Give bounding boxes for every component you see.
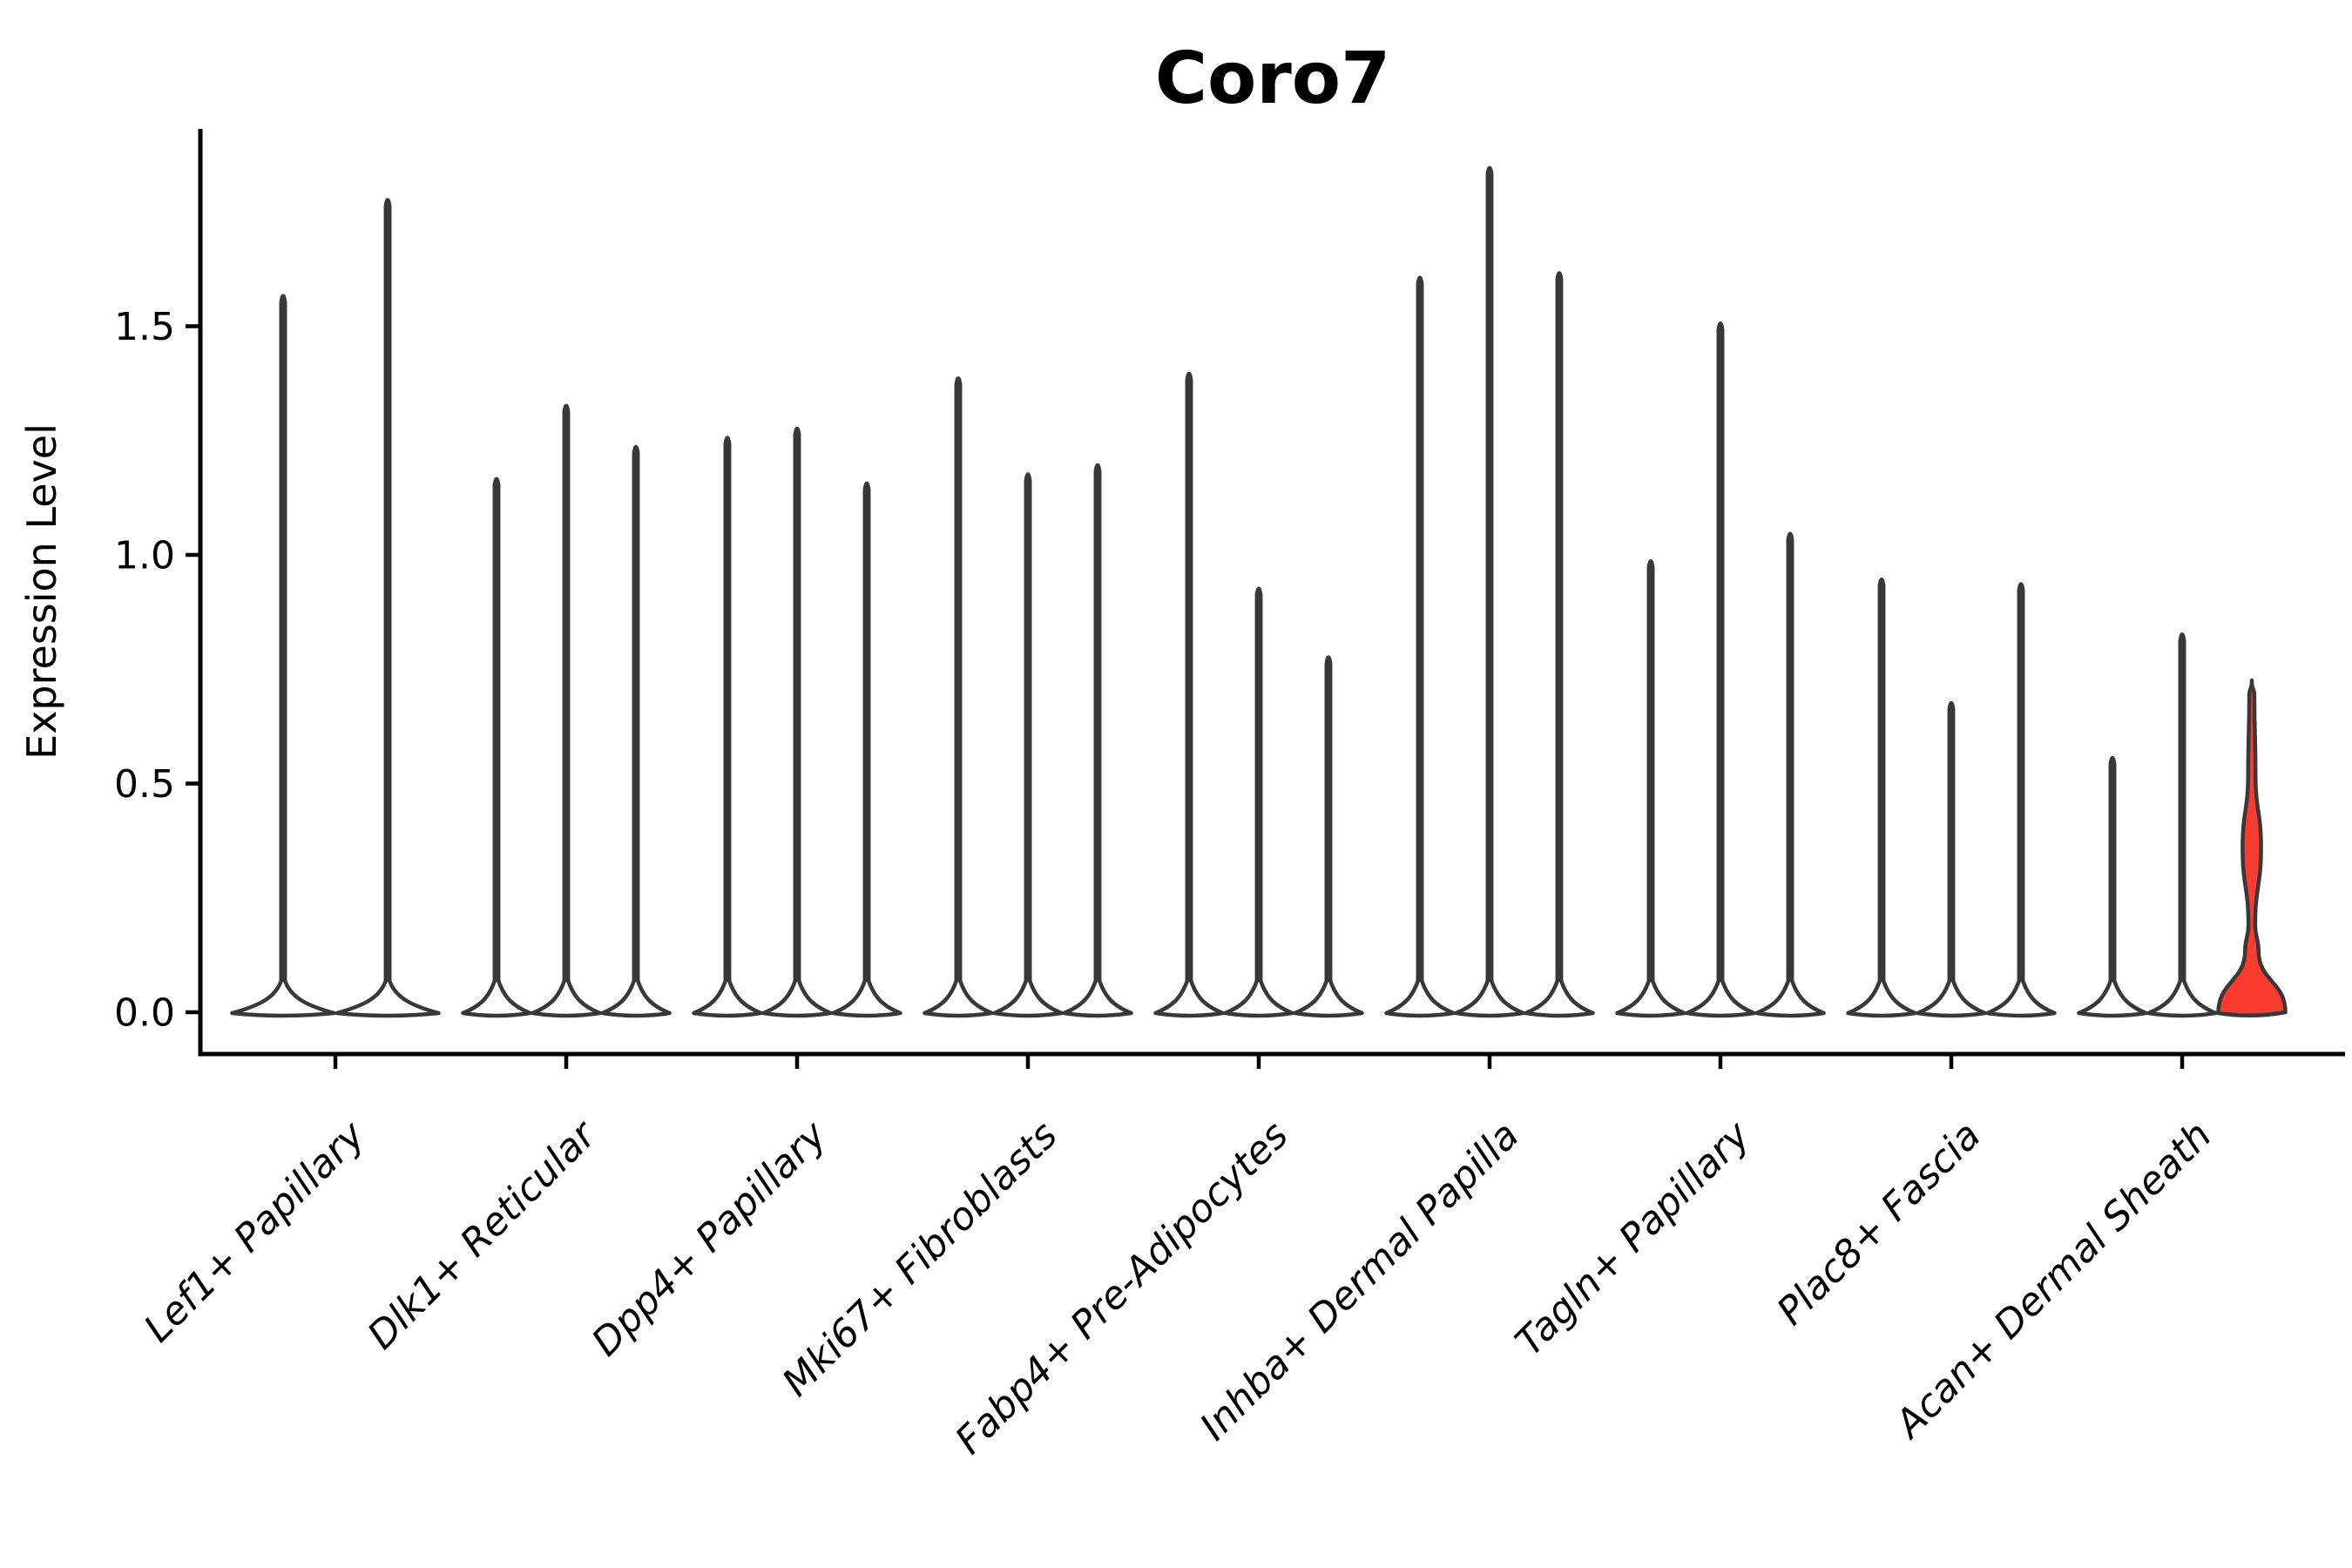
- violin: [1685, 321, 1756, 1018]
- violin: [531, 403, 602, 1018]
- violin: [1153, 371, 1225, 1018]
- x-tick-label: Dpp4+ Papillary: [584, 1112, 836, 1365]
- violins-layer: [230, 166, 2288, 1018]
- violin: [1223, 586, 1294, 1018]
- violin: [1384, 275, 1456, 1018]
- x-tick-label: Plac8+ Fascia: [1768, 1113, 1989, 1334]
- violin: [600, 444, 672, 1018]
- violin: [923, 376, 994, 1018]
- violin: [992, 472, 1064, 1018]
- y-tick-label: 0.5: [114, 762, 175, 807]
- y-axis-label: Expression Level: [18, 423, 65, 760]
- violin: [1293, 655, 1364, 1018]
- violin: [1062, 463, 1133, 1018]
- violin: [2077, 755, 2148, 1018]
- violin: [1846, 578, 1917, 1018]
- y-tick-label: 0.0: [114, 990, 175, 1035]
- chart-title: Coro7: [1155, 37, 1390, 120]
- violin: [761, 426, 833, 1018]
- violin: [461, 476, 532, 1018]
- y-tick-label: 1.0: [114, 533, 175, 578]
- violin: [230, 294, 336, 1018]
- x-tick-label: Tagln+ Papillary: [1507, 1112, 1759, 1364]
- violin: [1615, 559, 1686, 1018]
- violin: [1916, 700, 1987, 1018]
- violin: [1524, 271, 1595, 1018]
- y-tick-label: 1.5: [114, 305, 175, 349]
- x-tick-label: Dlk1+ Reticular: [359, 1112, 605, 1358]
- violin: [692, 436, 763, 1018]
- violin: [1754, 531, 1826, 1018]
- violin: [2146, 632, 2218, 1018]
- violin: [831, 481, 902, 1018]
- violin: [335, 198, 441, 1018]
- x-tick-label: Lef1+ Papillary: [136, 1112, 375, 1351]
- violin-highlighted: [2216, 678, 2288, 1018]
- violin: [1454, 166, 1525, 1018]
- violin: [1985, 582, 2057, 1018]
